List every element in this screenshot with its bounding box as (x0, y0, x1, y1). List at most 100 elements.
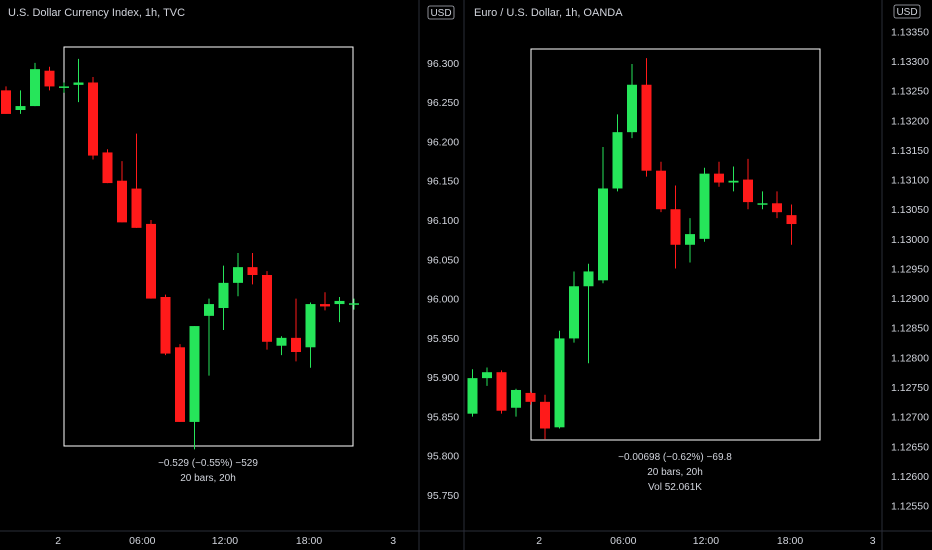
dxy-price-tick: 95.750 (427, 490, 459, 502)
eurusd-candle-body (555, 338, 565, 427)
eurusd-candle-body (671, 209, 681, 245)
dxy-price-tick: 95.950 (427, 333, 459, 345)
dxy-time-tick: 2 (55, 535, 61, 547)
eurusd-candle-body (700, 174, 710, 239)
eurusd-price-tick: 1.13350 (891, 26, 929, 38)
dxy-time-tick: 06:00 (129, 535, 155, 547)
eurusd-candle-body (787, 215, 797, 224)
eurusd-price-tick: 1.12750 (891, 382, 929, 394)
eurusd-currency-badge-label: USD (896, 7, 917, 18)
dxy-candle-body (335, 301, 345, 304)
eurusd-price-tick: 1.13200 (891, 115, 929, 127)
dxy-price-tick: 95.800 (427, 451, 459, 463)
dxy-candle[interactable] (262, 271, 272, 350)
eurusd-candle-body (729, 181, 739, 183)
dxy-candle[interactable] (146, 220, 156, 299)
dxy-price-tick: 96.150 (427, 176, 459, 188)
eurusd-time-tick: 06:00 (610, 535, 636, 547)
dxy-candle-body (204, 304, 214, 316)
eurusd-candle[interactable] (497, 370, 507, 413)
dxy-candle-body (88, 83, 98, 156)
eurusd-candle-body (511, 390, 521, 408)
eurusd-range-bars: 20 bars, 20h (647, 467, 703, 478)
eurusd-candle-body (627, 85, 637, 132)
dxy-time-tick: 18:00 (296, 535, 322, 547)
eurusd-candle-body (540, 402, 550, 429)
dxy-candle-body (233, 267, 243, 283)
eurusd-price-tick: 1.13250 (891, 86, 929, 98)
eurusd-price-tick: 1.12700 (891, 412, 929, 424)
dxy-candle-body (146, 224, 156, 299)
dxy-candle[interactable] (30, 63, 40, 106)
dxy-candle-body (349, 303, 359, 305)
dxy-candle[interactable] (88, 77, 98, 160)
eurusd-candle-body (656, 171, 666, 210)
dxy-candle-body (30, 69, 40, 106)
dxy-candle[interactable] (103, 149, 113, 183)
dxy-price-tick: 96.250 (427, 97, 459, 109)
eurusd-price-tick: 1.12850 (891, 323, 929, 335)
dxy-candle-body (248, 267, 258, 275)
dxy-candle-body (175, 347, 185, 422)
eurusd-time-tick: 2 (536, 535, 542, 547)
dxy-price-tick: 96.050 (427, 254, 459, 266)
eurusd-candle-body (598, 188, 608, 280)
eurusd-time-tick: 3 (870, 535, 876, 547)
dxy-chart-title: U.S. Dollar Currency Index, 1h, TVC (8, 7, 185, 19)
eurusd-price-tick: 1.12550 (891, 501, 929, 513)
eurusd-candle-body (613, 132, 623, 188)
dxy-candle-body (219, 283, 229, 308)
eurusd-candle-body (569, 286, 579, 338)
dxy-price-tick: 96.200 (427, 136, 459, 148)
dxy-candle-body (74, 83, 84, 85)
eurusd-price-tick: 1.13300 (891, 56, 929, 68)
eurusd-price-tick: 1.12900 (891, 293, 929, 305)
eurusd-candle-body (497, 372, 507, 411)
eurusd-candle[interactable] (700, 168, 710, 242)
eurusd-price-tick: 1.13000 (891, 234, 929, 246)
eurusd-candle-body (482, 372, 492, 378)
eurusd-price-tick: 1.12800 (891, 352, 929, 364)
eurusd-candle-body (685, 234, 695, 245)
dxy-candle-body (320, 304, 330, 306)
eurusd-price-tick: 1.13100 (891, 175, 929, 187)
dxy-candle-body (132, 189, 142, 228)
dxy-range-bars: 20 bars, 20h (180, 473, 236, 484)
dxy-price-tick: 96.000 (427, 294, 459, 306)
dxy-candle[interactable] (1, 86, 11, 114)
dxy-candle[interactable] (175, 344, 185, 422)
dxy-currency-badge-label: USD (430, 8, 451, 19)
eurusd-candle-body (743, 180, 753, 203)
dxy-time-tick: 12:00 (212, 535, 238, 547)
dxy-candle[interactable] (161, 295, 171, 356)
eurusd-price-tick: 1.12950 (891, 263, 929, 275)
eurusd-candle-body (714, 174, 724, 183)
eurusd-price-tick: 1.12600 (891, 471, 929, 483)
dxy-price-tick: 96.300 (427, 58, 459, 70)
dxy-price-tick: 96.100 (427, 215, 459, 227)
dxy-candle-body (291, 338, 301, 352)
eurusd-candle[interactable] (555, 331, 565, 429)
dxy-candle-body (117, 181, 127, 223)
eurusd-range-volume: Vol 52.061K (648, 482, 702, 493)
eurusd-candle-body (526, 393, 536, 402)
dxy-time-tick: 3 (390, 535, 396, 547)
eurusd-candle-body (772, 203, 782, 212)
eurusd-time-tick: 12:00 (693, 535, 719, 547)
dxy-candle-body (45, 71, 55, 87)
dxy-candle-body (59, 86, 69, 88)
dxy-candle-body (161, 297, 171, 354)
dxy-candle-body (262, 275, 272, 342)
eurusd-candle-body (468, 378, 478, 414)
dxy-candle-body (306, 304, 316, 347)
dxy-range-change: −0.529 (−0.55%) −529 (158, 458, 258, 469)
eurusd-candle-body (642, 85, 652, 171)
dxy-candle-body (190, 326, 200, 422)
eurusd-chart-title: Euro / U.S. Dollar, 1h, OANDA (474, 7, 623, 19)
dxy-candle-body (1, 90, 11, 114)
eurusd-time-tick: 18:00 (777, 535, 803, 547)
eurusd-candle-body (758, 203, 768, 205)
dxy-price-tick: 95.900 (427, 372, 459, 384)
dxy-candle-body (16, 106, 26, 110)
